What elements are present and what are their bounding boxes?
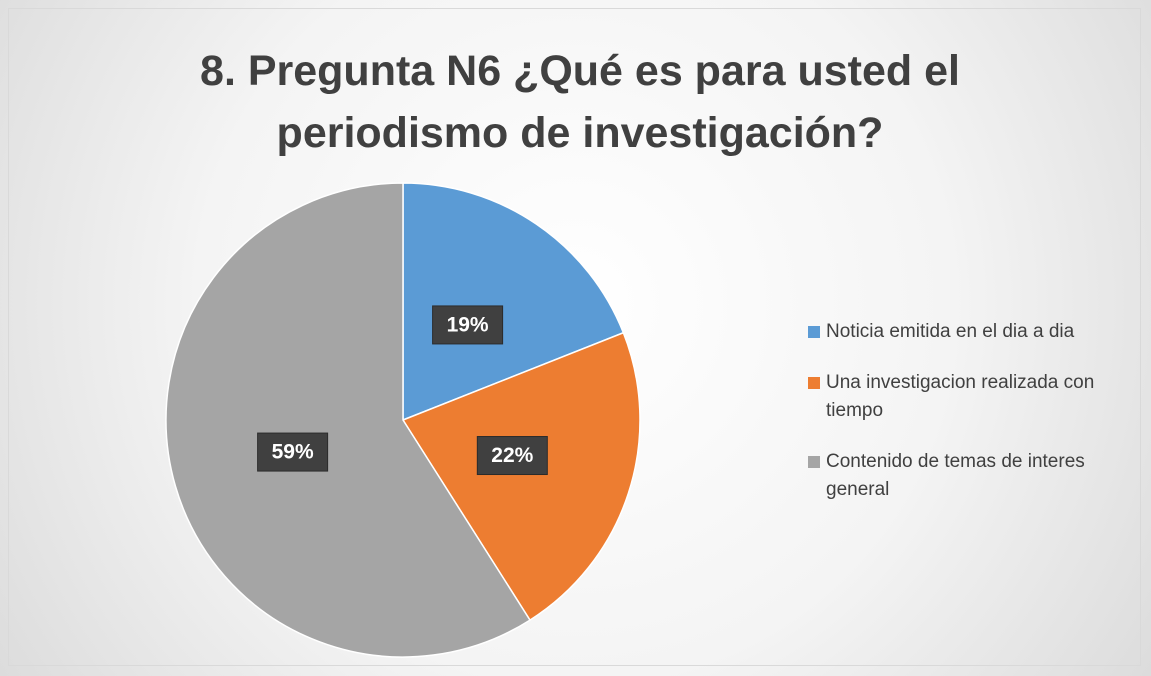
data-label-box (476, 436, 548, 476)
legend-swatch (808, 326, 820, 338)
pie-slice (401, 331, 641, 622)
legend-label: Noticia emitida en el dia a dia (826, 321, 1075, 342)
legend-label: Una investigacion realizada con tiempo (826, 372, 1095, 421)
chart-title: 8. Pregunta N6 ¿Qué es para usted el per… (200, 47, 960, 157)
data-label: 22% (491, 444, 533, 467)
data-label: 19% (447, 313, 489, 336)
data-label-box (432, 305, 504, 345)
legend-swatch (808, 456, 820, 468)
chart-border (8, 8, 1141, 666)
legend-item: Noticia emitida en el dia a dia (808, 318, 1143, 346)
legend-label: Contenido de temas de interes general (826, 451, 1085, 500)
data-label-box (257, 432, 329, 472)
legend-swatch (808, 377, 820, 389)
legend-item: Contenido de temas de interes general (808, 448, 1143, 504)
data-label: 59% (272, 441, 314, 464)
legend: Noticia emitida en el dia a dia Una inves… (808, 318, 1143, 527)
legend-item: Una investigacion realizada con tiempo (808, 369, 1143, 425)
pie-slice (165, 182, 532, 658)
pie-slice (402, 182, 625, 422)
